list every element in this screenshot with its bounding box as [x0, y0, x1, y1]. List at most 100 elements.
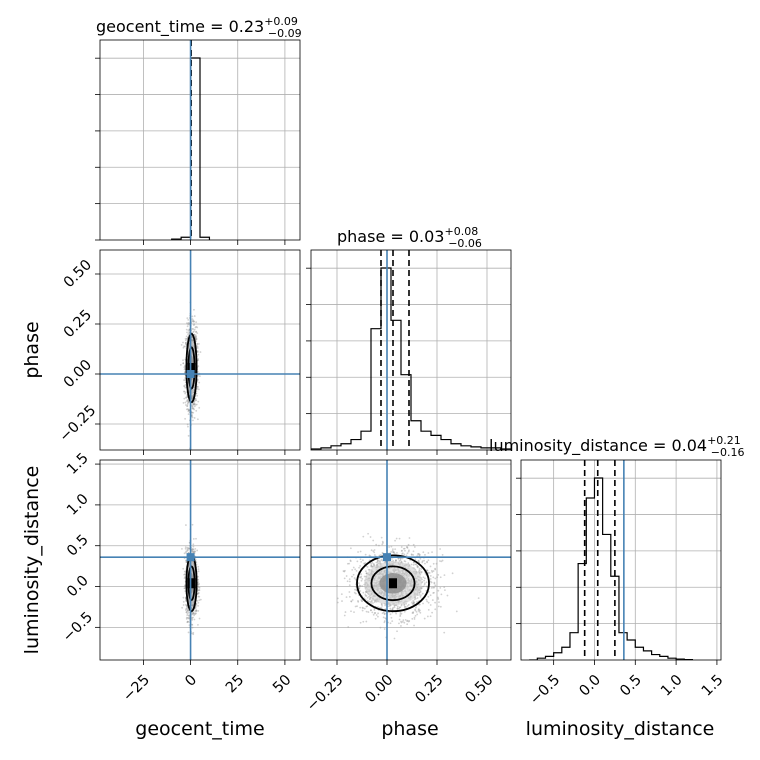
- scatter-point: [373, 549, 376, 551]
- scatter-point: [391, 549, 394, 552]
- scatter-point: [185, 561, 188, 564]
- scatter-point: [186, 403, 189, 406]
- scatter-point: [373, 564, 376, 567]
- scatter-point: [184, 546, 187, 549]
- scatter-point: [192, 324, 195, 327]
- scatter-point: [187, 400, 190, 403]
- scatter-point: [416, 565, 419, 568]
- truth-point: [186, 370, 195, 378]
- scatter-point: [192, 407, 195, 410]
- scatter-point: [377, 562, 380, 565]
- scatter-point: [183, 385, 185, 387]
- scatter-point: [187, 413, 190, 416]
- scatter-point: [186, 548, 189, 551]
- scatter-point: [431, 571, 434, 573]
- scatter-point: [183, 573, 186, 576]
- scatter-point: [412, 550, 415, 553]
- scatter-point: [192, 319, 195, 322]
- scatter-point: [420, 594, 422, 597]
- scatter-point: [384, 604, 387, 607]
- scatter-point: [413, 624, 415, 627]
- scatter-point: [196, 350, 199, 353]
- scatter-point: [373, 551, 376, 554]
- scatter-point: [427, 595, 430, 598]
- x-tick-label-geocent_time: −25: [120, 672, 153, 705]
- scatter-point: [342, 570, 345, 572]
- scatter-point: [186, 550, 189, 552]
- scatter-point: [405, 602, 407, 605]
- scatter-point: [193, 401, 195, 403]
- scatter-point: [408, 549, 410, 552]
- scatter-point: [190, 404, 193, 407]
- scatter-point: [390, 550, 393, 553]
- title-luminosity-distance-text: luminosity_distance: [489, 436, 648, 456]
- scatter-point: [451, 572, 454, 575]
- scatter-point: [439, 605, 442, 608]
- panel-content: [100, 460, 300, 660]
- scatter-point: [433, 586, 436, 589]
- scatter-point: [185, 396, 188, 399]
- scatter-point: [382, 616, 385, 619]
- scatter-point: [192, 538, 195, 540]
- scatter-point: [419, 591, 422, 593]
- scatter-point: [404, 618, 407, 621]
- scatter-point: [427, 552, 430, 554]
- scatter-point: [393, 637, 396, 640]
- scatter-point: [187, 549, 189, 552]
- scatter-point: [197, 581, 200, 583]
- scatter-point: [195, 409, 198, 412]
- scatter-point: [398, 606, 401, 609]
- scatter-point: [416, 564, 419, 567]
- scatter-point: [190, 413, 193, 416]
- scatter-point: [443, 586, 446, 589]
- scatter-point: [403, 610, 406, 613]
- scatter-point: [191, 604, 194, 607]
- scatter-point: [344, 611, 347, 613]
- scatter-point: [427, 601, 430, 604]
- scatter-point: [412, 563, 415, 566]
- scatter-point: [412, 603, 415, 606]
- scatter-point: [359, 606, 362, 609]
- scatter-point: [361, 600, 364, 602]
- y-tick-label-phase: 0.00: [61, 357, 95, 391]
- scatter-point: [419, 595, 422, 598]
- scatter-point: [417, 553, 419, 556]
- scatter-point: [194, 326, 197, 329]
- scatter-point: [407, 562, 410, 565]
- scatter-point: [183, 552, 186, 555]
- x-tick-label-phase: 0.50: [463, 672, 497, 706]
- scatter-point: [414, 563, 417, 566]
- scatter-point: [396, 607, 399, 610]
- scatter-point: [388, 605, 391, 607]
- scatter-point: [195, 321, 198, 324]
- scatter-point: [192, 616, 194, 619]
- scatter-point: [422, 585, 425, 588]
- scatter-point: [192, 612, 194, 615]
- scatter-point: [426, 615, 429, 618]
- scatter-point: [429, 604, 432, 606]
- scatter-point: [380, 603, 383, 606]
- scatter-point: [358, 585, 361, 588]
- scatter-point: [187, 399, 189, 402]
- panel-content: [100, 40, 300, 240]
- scatter-point: [359, 550, 362, 553]
- scatter-point: [431, 551, 433, 554]
- scatter-point: [429, 578, 432, 580]
- scatter-point: [425, 581, 428, 584]
- scatter-point: [186, 322, 188, 325]
- scatter-point: [194, 337, 197, 340]
- scatter-point: [199, 375, 201, 378]
- scatter-point: [192, 320, 195, 323]
- title-luminosity-distance-plus: +0.21: [707, 434, 741, 447]
- truth-point: [383, 553, 391, 562]
- scatter-point: [344, 569, 346, 572]
- scatter-point: [383, 628, 386, 630]
- scatter-point: [424, 553, 426, 556]
- scatter-point: [400, 612, 403, 615]
- scatter-point: [182, 600, 185, 603]
- y-tick-label-phase: −0.25: [57, 403, 100, 446]
- scatter-point: [420, 568, 423, 570]
- scatter-point: [186, 610, 188, 613]
- scatter-point: [183, 577, 186, 580]
- scatter-point: [187, 631, 190, 634]
